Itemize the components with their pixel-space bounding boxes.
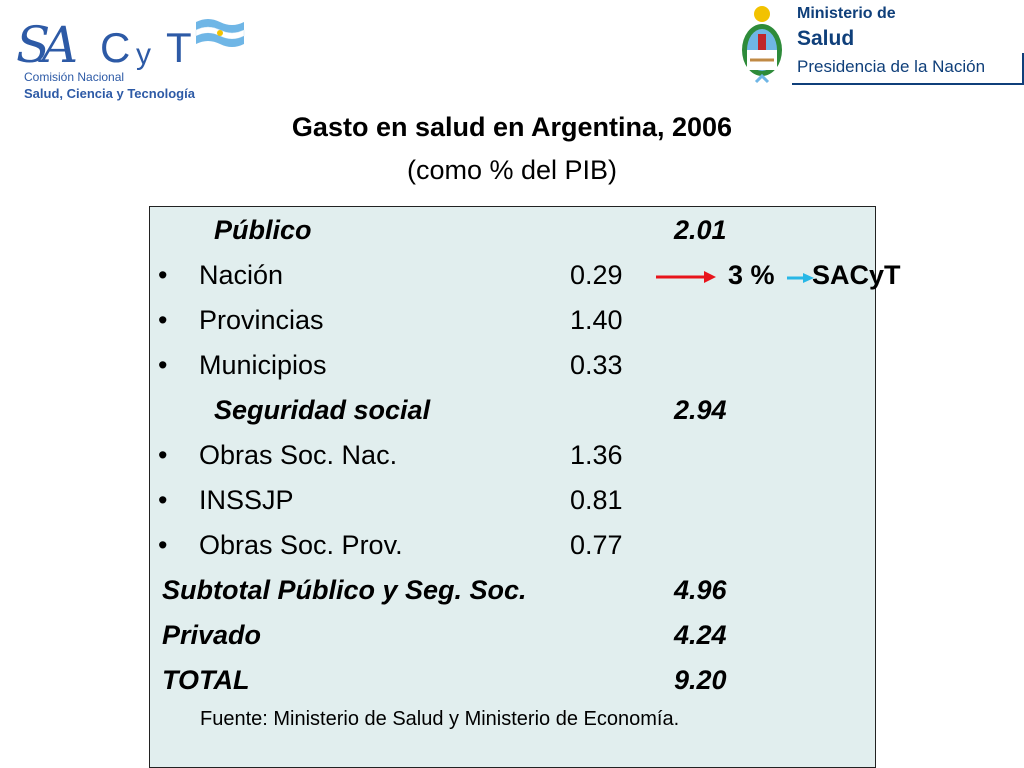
ministry-line3-box: Presidencia de la Nación (792, 53, 1024, 85)
row-label: Provincias (199, 305, 324, 335)
row-total: 2.94 (674, 395, 727, 425)
row-label: Público (214, 215, 312, 245)
table-row: • Obras Soc. Nac. 1.36 (150, 440, 875, 480)
svg-text:C: C (100, 24, 130, 71)
row-value: 0.77 (570, 530, 623, 560)
table-row: Seguridad social 2.94 (150, 395, 875, 435)
bullet-icon: • (158, 260, 168, 290)
ministry-line1: Ministerio de (797, 5, 896, 22)
bullet-icon: • (158, 440, 168, 470)
annotation-org: SACyT (812, 260, 901, 290)
table-row: • Obras Soc. Prov. 0.77 (150, 530, 875, 570)
page-title: Gasto en salud en Argentina, 2006 (291, 112, 733, 142)
row-total: 9.20 (674, 665, 727, 695)
row-label: Nación (199, 260, 284, 290)
ministry-line2: Salud (797, 27, 855, 50)
annotation-percent: 3 % (728, 260, 775, 290)
argentina-coat-of-arms-icon (742, 6, 782, 84)
sacyt-wordmark-icon: S A C y T (16, 16, 245, 72)
row-label: Obras Soc. Nac. (199, 440, 398, 470)
ministry-line3: Presidencia de la Nación (797, 57, 986, 76)
row-total: 2.01 (674, 215, 727, 245)
blue-arrow-icon (787, 273, 814, 283)
row-label: Seguridad social (214, 395, 431, 425)
bullet-icon: • (158, 350, 168, 380)
argentina-flag-icon (195, 19, 245, 47)
row-label: INSSJP (199, 485, 294, 515)
row-value: 0.33 (570, 350, 623, 380)
row-value: 1.36 (570, 440, 623, 470)
row-label: Obras Soc. Prov. (199, 530, 403, 560)
row-value: 0.29 (570, 260, 623, 290)
sacyt-subtitle-line1: Comisión Nacional (24, 70, 125, 84)
page-subtitle: (como % del PIB) (406, 155, 618, 185)
table-row: Subtotal Público y Seg. Soc. 4.96 (150, 575, 875, 615)
row-label: Municipios (199, 350, 327, 380)
table-row: TOTAL 9.20 (150, 665, 875, 705)
svg-text:y: y (136, 38, 151, 71)
table-row: • Municipios 0.33 (150, 350, 875, 390)
svg-text:T: T (166, 24, 192, 71)
bullet-icon: • (158, 485, 168, 515)
table-row: Público 2.01 (150, 215, 875, 255)
table-row: • Nación 0.29 (150, 260, 875, 300)
data-table-box: Público 2.01 • Nación 0.29 • Provincias 1.40 • Mu… (149, 206, 876, 768)
bullet-icon: • (158, 530, 168, 560)
sacyt-subtitle-line2: Salud, Ciencia y Tecnología (24, 86, 195, 101)
sacyt-logo: S A C y T Comisión Nacional Salud, Cienc… (16, 12, 256, 112)
bullet-icon: • (158, 305, 168, 335)
row-label: Privado (162, 620, 262, 650)
table-row: • INSSJP 0.81 (150, 485, 875, 525)
ministry-logo: Ministerio de Salud Presidencia de la Na… (734, 0, 1024, 90)
row-value: 0.81 (570, 485, 623, 515)
row-value: 1.40 (570, 305, 623, 335)
svg-text:A: A (38, 16, 78, 72)
source-note: Fuente: Ministerio de Salud y Ministerio… (200, 708, 680, 730)
row-total: 4.24 (674, 620, 727, 650)
table-row: • Provincias 1.40 (150, 305, 875, 345)
row-label: Subtotal Público y Seg. Soc. (162, 575, 527, 605)
row-total: 4.96 (674, 575, 727, 605)
table-row: Privado 4.24 (150, 620, 875, 660)
red-arrow-icon (656, 271, 716, 283)
svg-text:S: S (16, 16, 50, 72)
row-label: TOTAL (162, 665, 250, 695)
